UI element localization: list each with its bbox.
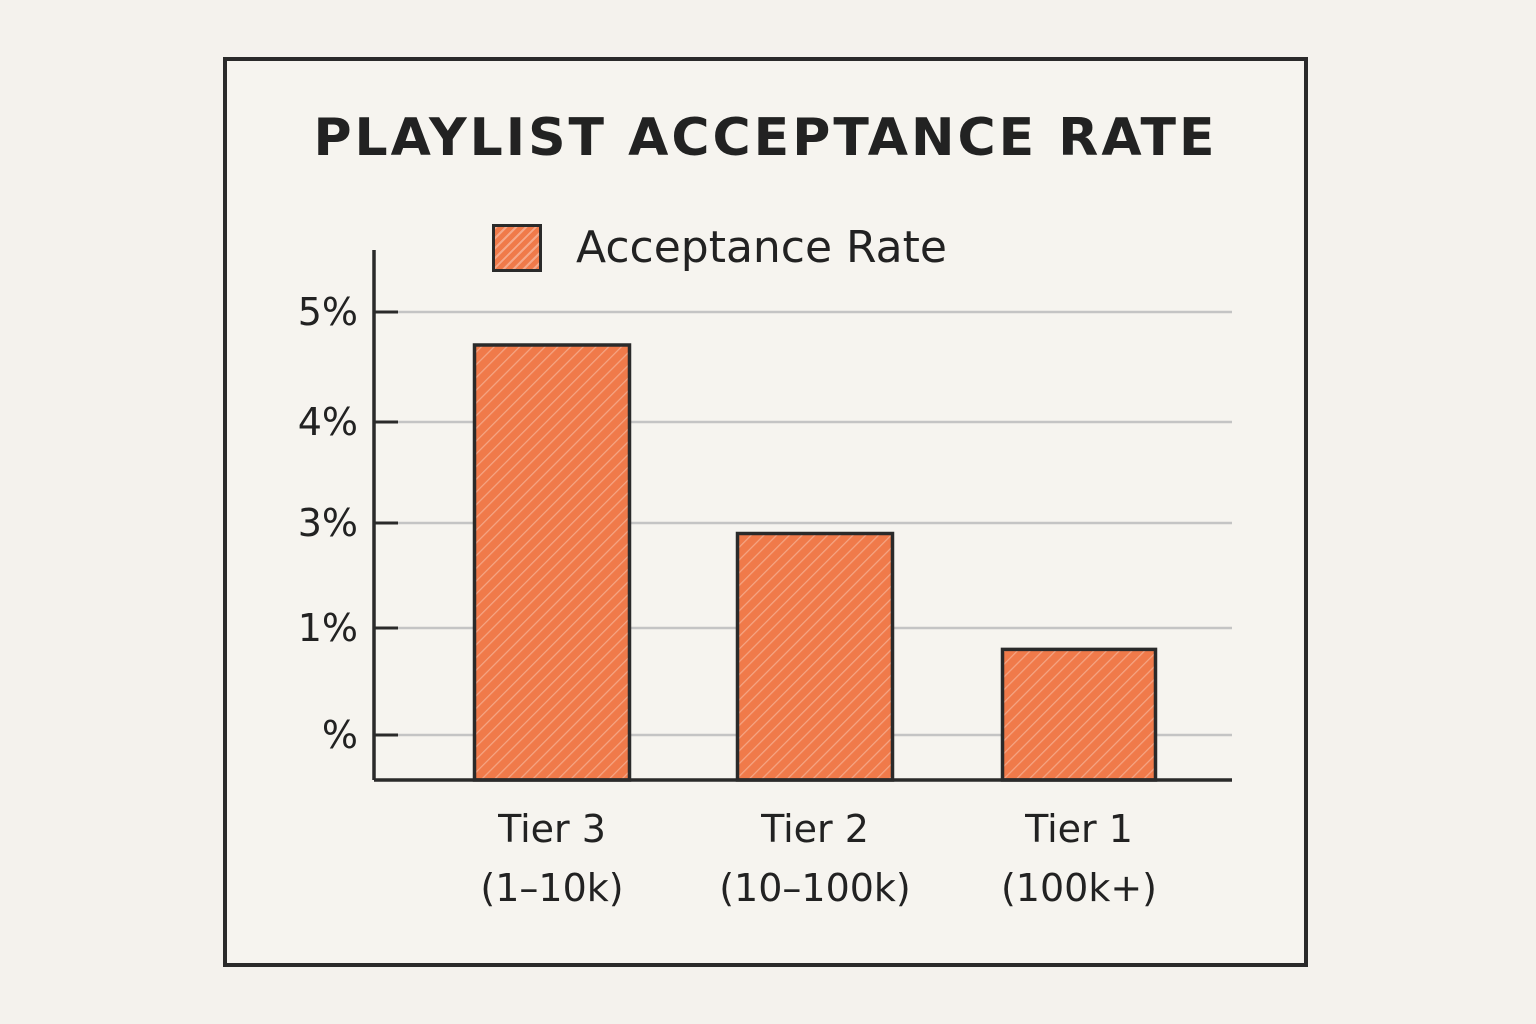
legend: Acceptance Rate (492, 222, 947, 273)
y-tick-label: 5% (298, 290, 358, 334)
x-category-sublabel: (1–10k) (480, 866, 623, 910)
bar (1000, 647, 1158, 782)
chart-frame (223, 57, 1308, 967)
x-category-sublabel: (10–100k) (719, 866, 911, 910)
x-category-label: Tier 3 (497, 807, 606, 851)
y-tick-label: 4% (298, 400, 358, 444)
bar (472, 343, 632, 782)
chart-title: Playlist Acceptance Rate (313, 108, 1218, 168)
legend-swatch (492, 223, 542, 272)
x-category-sublabel: (100k+) (1001, 866, 1157, 910)
y-tick-label: 1% (298, 606, 358, 650)
x-category-label: Tier 1 (1024, 807, 1133, 851)
x-category-label: Tier 2 (760, 807, 869, 851)
y-tick-label: % (322, 713, 358, 757)
bar (735, 531, 895, 782)
y-tick-label: 3% (298, 501, 358, 545)
legend-label: Acceptance Rate (576, 222, 947, 273)
